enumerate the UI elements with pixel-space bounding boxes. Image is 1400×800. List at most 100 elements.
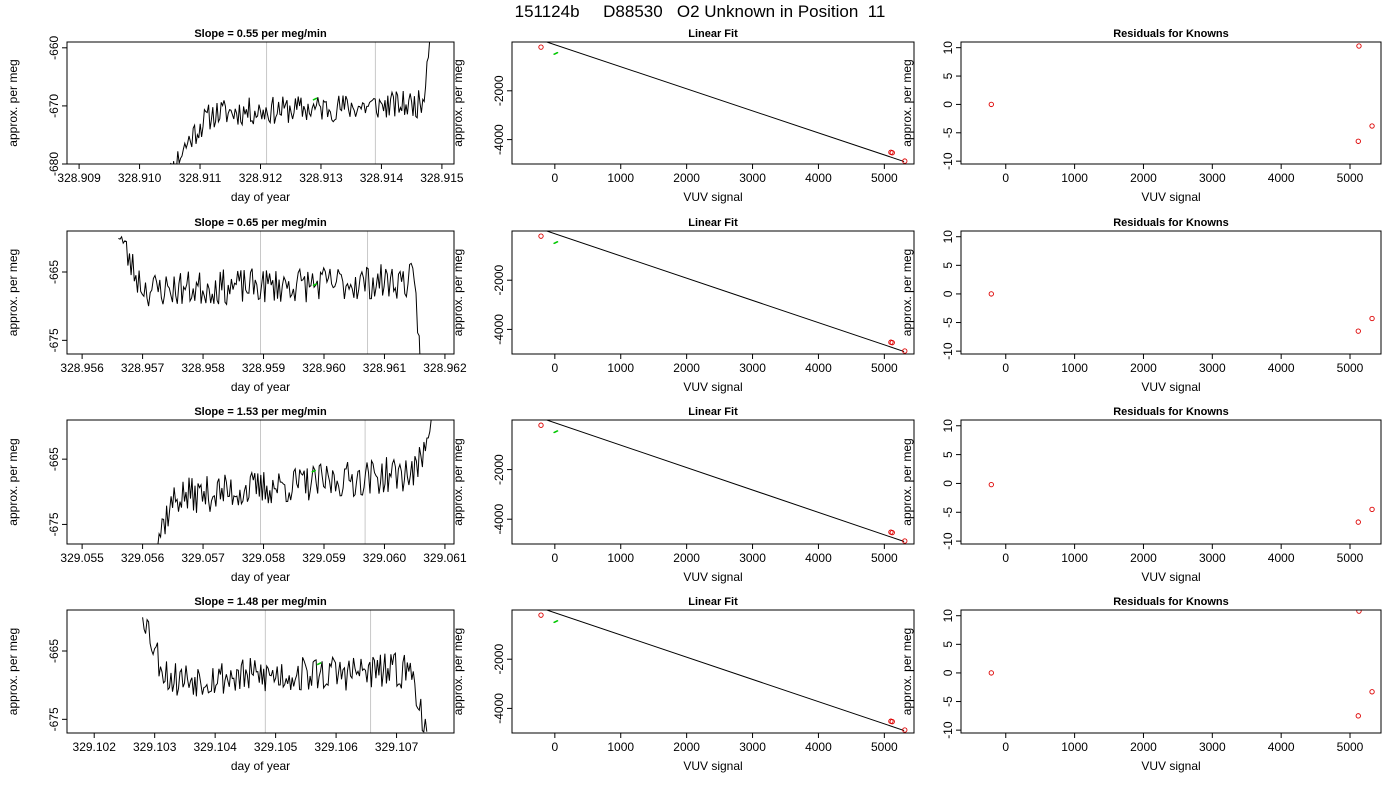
x-tick-label: 328.911	[179, 171, 222, 185]
x-tick-label: 329.106	[314, 740, 358, 754]
panel-title: Linear Fit	[688, 28, 738, 40]
known-point	[1355, 713, 1361, 719]
known-point	[538, 422, 544, 428]
average-marker	[312, 282, 318, 287]
average-marker	[311, 469, 317, 473]
y-tick-label: -4000	[492, 693, 506, 724]
x-tick-label: 3000	[1199, 361, 1226, 375]
y-tick-label: -10	[941, 152, 955, 170]
x-tick-label: 5000	[871, 740, 898, 754]
known-point	[889, 529, 895, 536]
y-tick-label: -670	[47, 94, 61, 118]
y-tick-label: -675	[47, 512, 61, 536]
x-tick-label: 3000	[739, 171, 766, 185]
x-tick-label: 329.060	[363, 551, 407, 565]
x-tick-label: 328.958	[181, 361, 225, 375]
known-point	[1369, 123, 1375, 129]
known-point	[538, 44, 544, 50]
x-tick-label: 1000	[607, 740, 634, 754]
y-axis-label: approx. per meg	[900, 249, 914, 336]
y-tick-label: 10	[941, 609, 955, 623]
x-tick-label: 0	[551, 361, 558, 375]
panel-title: Slope = 0.65 per meg/min	[194, 217, 327, 229]
known-point	[988, 670, 994, 676]
known-point	[1355, 138, 1361, 144]
plot-frame	[960, 609, 1382, 734]
x-tick-label: 5000	[1337, 740, 1364, 754]
x-tick-label: 328.960	[302, 361, 346, 375]
y-tick-label: 0	[941, 101, 955, 108]
fit-line	[545, 610, 905, 732]
x-tick-label: 2000	[673, 551, 700, 565]
x-tick-label: 1000	[1061, 171, 1088, 185]
y-tick-label: 0	[941, 290, 955, 297]
x-axis-label: VUV signal	[1141, 190, 1200, 204]
known-point	[889, 150, 895, 156]
x-tick-label: 329.105	[254, 740, 298, 754]
average-marker	[316, 661, 322, 666]
x-tick-label: 0	[1002, 551, 1009, 565]
y-tick-label: -10	[941, 532, 955, 550]
known-point	[1356, 610, 1362, 614]
y-tick-label: 5	[941, 641, 955, 648]
x-tick-label: 0	[551, 551, 558, 565]
panel-title: Linear Fit	[688, 596, 738, 608]
y-tick-label: -4000	[492, 314, 506, 345]
x-axis-label: VUV signal	[683, 380, 742, 394]
x-tick-label: 1000	[1061, 740, 1088, 754]
x-tick-label: 0	[1002, 361, 1009, 375]
y-tick-label: -5	[941, 127, 955, 138]
x-tick-label: 4000	[805, 740, 832, 754]
x-axis-label: day of year	[231, 759, 290, 773]
x-tick-label: 4000	[805, 171, 832, 185]
panel-2-0: Slope = 1.53 per meg/min 329.055 329.056 32…	[6, 406, 467, 584]
panel-3-1: Linear Fit 0 1000 2000 3000 4000 5000 -4000 -200…	[451, 596, 915, 773]
signal-line	[157, 420, 432, 544]
x-axis-label: VUV signal	[1141, 380, 1200, 394]
x-tick-label: 328.909	[57, 171, 101, 185]
x-tick-label: 329.103	[133, 740, 177, 754]
x-tick-label: 328.956	[60, 361, 104, 375]
known-point	[1355, 328, 1361, 334]
plot-frame	[66, 230, 455, 355]
known-point	[988, 101, 994, 108]
x-tick-label: 2000	[1130, 740, 1157, 754]
y-tick-label: -665	[47, 447, 61, 471]
plot-frame	[511, 41, 915, 165]
x-tick-label: 1000	[607, 171, 634, 185]
x-tick-label: 1000	[1061, 551, 1088, 565]
y-tick-label: -2000	[492, 265, 506, 296]
y-tick-label: 0	[941, 480, 955, 487]
x-tick-label: 329.107	[375, 740, 419, 754]
known-point	[902, 727, 908, 733]
panel-0-0: Slope = 0.55 per meg/min 328.909 328.910 32…	[6, 28, 464, 204]
x-tick-label: 5000	[1337, 171, 1364, 185]
x-tick-label: 3000	[739, 361, 766, 375]
plot-frame	[66, 609, 455, 734]
x-tick-label: 4000	[1268, 740, 1295, 754]
plot-area	[170, 42, 431, 164]
panel-2-1: Linear Fit 0 1000 2000 3000 4000 5000 -4000 -200…	[451, 406, 915, 584]
plot-area	[538, 610, 908, 733]
plot-area	[988, 43, 1375, 144]
y-axis-label: approx. per meg	[451, 59, 465, 146]
x-tick-label: 2000	[1130, 361, 1157, 375]
x-tick-label: 329.057	[181, 551, 225, 565]
x-axis-label: VUV signal	[683, 190, 742, 204]
y-tick-label: -665	[47, 260, 61, 284]
x-tick-label: 329.059	[302, 551, 346, 565]
y-tick-label: -675	[47, 328, 61, 352]
x-tick-label: 0	[551, 740, 558, 754]
panel-1-2: Residuals for Knowns 0 1000 2000 3000 4000 500…	[900, 217, 1382, 394]
signal-line	[142, 617, 428, 733]
x-tick-label: 328.913	[299, 171, 343, 185]
known-point	[1357, 226, 1361, 230]
y-tick-label: -5	[941, 507, 955, 518]
signal-line	[118, 235, 421, 354]
panel-1-1: Linear Fit 0 1000 2000 3000 4000 5000 -4000 -200…	[451, 217, 915, 394]
x-tick-label: 3000	[1199, 171, 1226, 185]
known-point	[1355, 519, 1361, 525]
fit-line	[545, 231, 905, 353]
y-tick-label: -2000	[492, 644, 506, 675]
x-tick-label: 329.061	[423, 551, 467, 565]
